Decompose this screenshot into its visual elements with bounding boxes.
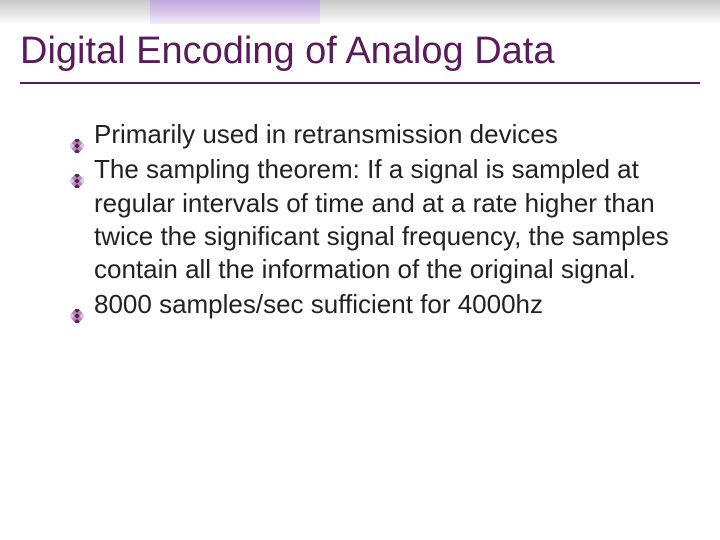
bullet-text: Primarily used in retransmission devices [94,119,558,149]
list-item: Primarily used in retransmission devices [70,118,690,151]
list-item: The sampling theorem: If a signal is sam… [70,153,690,286]
list-item: 8000 samples/sec sufficient for 4000hz [70,288,690,321]
title-underline [20,82,700,84]
bullet-text: 8000 samples/sec sufficient for 4000hz [94,289,543,319]
diamond-bullet-icon [70,298,84,312]
diamond-bullet-icon [70,128,84,142]
slide-title: Digital Encoding of Analog Data [20,30,700,73]
diamond-bullet-icon [70,163,84,177]
slide-body: Primarily used in retransmission devices [70,118,690,324]
slide: Digital Encoding of Analog Data [0,0,720,540]
accent-gradient-bar [150,0,320,24]
bullet-text: The sampling theorem: If a signal is sam… [94,154,669,284]
top-gradient-bar [0,0,720,24]
